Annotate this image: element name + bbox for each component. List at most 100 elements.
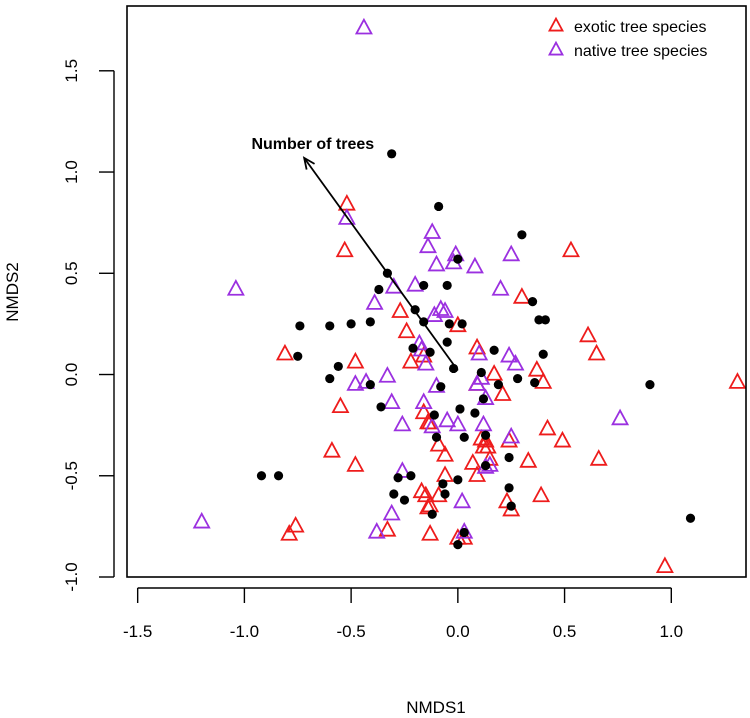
species-point <box>579 325 598 343</box>
species-point <box>401 351 420 369</box>
species-point <box>485 364 504 381</box>
species-point <box>406 274 425 292</box>
site-point <box>425 347 435 357</box>
species-point <box>337 208 356 225</box>
site-point <box>431 432 442 442</box>
species-point <box>346 455 365 472</box>
species-point <box>192 511 211 529</box>
x-tick-label: -0.5 <box>336 622 365 641</box>
species-point <box>465 256 484 274</box>
species-point <box>502 426 521 444</box>
species-point <box>382 392 401 410</box>
species-point <box>438 410 457 428</box>
site-point <box>453 475 463 485</box>
site-point <box>470 408 480 418</box>
site-point <box>513 373 523 384</box>
species-point <box>611 408 630 426</box>
species-point <box>286 515 305 533</box>
site-point <box>376 402 386 412</box>
site-point <box>442 280 452 291</box>
species-point <box>391 301 410 318</box>
plot-frame <box>126 5 747 578</box>
site-point <box>504 452 514 463</box>
site-point <box>434 201 444 212</box>
y-tick-label: 1.0 <box>62 160 81 184</box>
species-point <box>472 368 491 385</box>
species-point <box>468 465 487 482</box>
species-point <box>655 556 674 574</box>
species-point <box>431 299 450 316</box>
legend: exotic tree species native tree species <box>547 16 707 60</box>
species-point <box>416 353 435 371</box>
species-point <box>365 293 384 310</box>
site-point <box>436 382 446 392</box>
species-point <box>500 345 519 363</box>
species-point <box>423 416 442 434</box>
legend-entry-exotic: exotic tree species <box>547 16 707 36</box>
y-tick-label: -1.0 <box>62 562 81 591</box>
x-tick-label: 0.0 <box>446 622 470 641</box>
species-point <box>527 360 546 377</box>
species-point <box>429 434 448 452</box>
site-point <box>459 527 469 538</box>
site-point <box>489 345 499 355</box>
species-point <box>275 343 294 361</box>
site-point <box>429 410 439 420</box>
site-point <box>273 471 284 481</box>
legend-marker-exotic <box>547 16 565 32</box>
species-point <box>493 384 512 401</box>
site-point <box>534 315 544 325</box>
species-point <box>491 279 510 296</box>
legend-label-exotic: exotic tree species <box>574 19 707 36</box>
species-point <box>436 465 455 482</box>
site-point <box>406 471 416 481</box>
points-layer <box>192 17 747 574</box>
species-point <box>512 287 531 304</box>
site-point <box>478 394 489 404</box>
site-point <box>493 380 503 390</box>
species-point <box>226 279 245 296</box>
site-point <box>530 378 540 388</box>
site-point <box>540 315 550 325</box>
site-point <box>480 461 491 471</box>
species-point <box>589 449 608 466</box>
y-tick-label: 0.0 <box>62 363 81 387</box>
species-point <box>378 366 397 383</box>
species-point <box>470 343 489 361</box>
vector-layer: Number of trees <box>251 136 459 371</box>
site-point <box>256 471 267 481</box>
site-point <box>389 489 399 499</box>
y-axis: -1.0 -0.5 0.0 0.5 1.0 1.5 <box>62 59 115 592</box>
site-point <box>408 343 418 353</box>
species-point <box>382 503 401 521</box>
site-point <box>453 254 463 264</box>
site-point <box>444 319 454 329</box>
species-point <box>335 240 354 258</box>
species-point <box>448 414 467 432</box>
legend-marker-native <box>547 40 565 56</box>
series-sites <box>256 149 696 550</box>
site-point <box>459 432 469 442</box>
species-point <box>534 372 553 389</box>
species-point <box>416 485 435 503</box>
species-point <box>346 374 365 391</box>
species-point <box>414 392 433 410</box>
site-point <box>293 351 303 361</box>
species-point <box>423 222 442 239</box>
y-tick-label: 0.5 <box>62 261 81 285</box>
species-point <box>337 193 356 211</box>
legend-entry-native: native tree species <box>547 40 707 60</box>
site-point <box>374 284 384 295</box>
species-point <box>331 396 350 414</box>
species-point <box>418 236 437 254</box>
species-point <box>538 418 557 436</box>
site-point <box>506 501 516 511</box>
species-point <box>436 445 455 462</box>
species-point <box>367 522 386 539</box>
species-point <box>378 519 397 537</box>
site-point <box>393 473 403 483</box>
species-point <box>532 485 551 503</box>
series-exotic-tree-species <box>275 193 747 574</box>
x-tick-label: -1.5 <box>123 622 152 641</box>
site-point <box>685 513 696 523</box>
